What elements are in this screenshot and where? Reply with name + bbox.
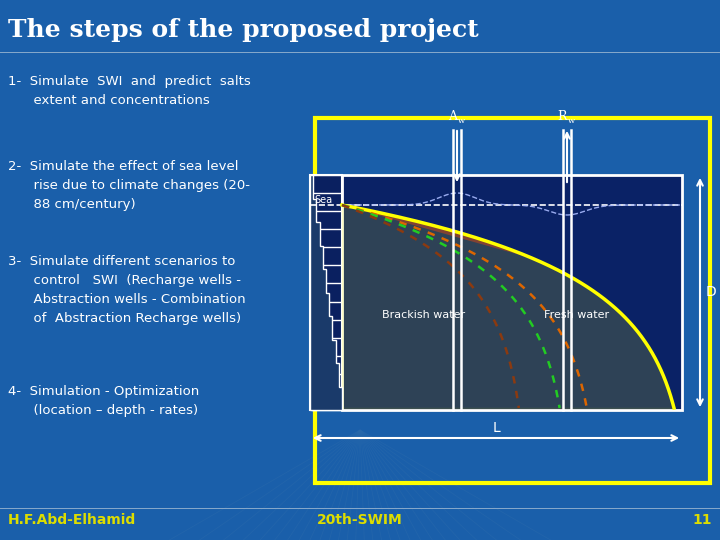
Text: 4-  Simulation - Optimization
      (location – depth - rates): 4- Simulation - Optimization (location –…	[8, 385, 199, 417]
Text: The steps of the proposed project: The steps of the proposed project	[8, 18, 479, 42]
Text: w: w	[458, 117, 465, 125]
Text: Fresh water: Fresh water	[544, 310, 610, 320]
Text: L: L	[492, 421, 500, 435]
Text: Brackish water: Brackish water	[382, 310, 465, 320]
Text: Sea: Sea	[314, 195, 332, 205]
Text: D: D	[706, 285, 716, 299]
Polygon shape	[342, 205, 534, 259]
Bar	[315, 118, 710, 483]
Text: 3-  Simulate different scenarios to
      control   SWI  (Recharge wells -
     : 3- Simulate different scenarios to contr…	[8, 255, 246, 325]
Bar	[310, 175, 342, 410]
Text: H.F.Abd-Elhamid: H.F.Abd-Elhamid	[8, 513, 136, 527]
Text: 1-  Simulate  SWI  and  predict  salts
      extent and concentrations: 1- Simulate SWI and predict salts extent…	[8, 75, 251, 107]
Text: 2-  Simulate the effect of sea level
      rise due to climate changes (20-
    : 2- Simulate the effect of sea level rise…	[8, 160, 250, 211]
Text: R: R	[557, 110, 567, 123]
Text: w: w	[568, 117, 575, 125]
Polygon shape	[310, 175, 342, 410]
Bar	[342, 175, 682, 410]
Text: 11: 11	[693, 513, 712, 527]
Text: 20th-SWIM: 20th-SWIM	[317, 513, 403, 527]
Text: A: A	[448, 110, 457, 123]
